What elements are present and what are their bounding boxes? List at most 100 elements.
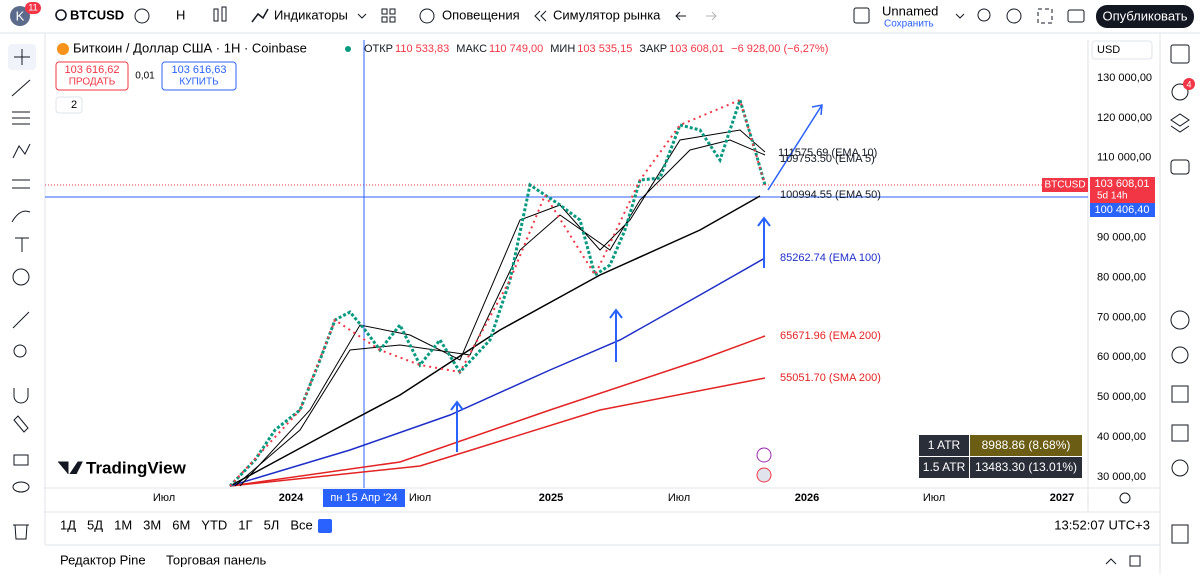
range-button[interactable]: 6М [172, 517, 190, 532]
range-button[interactable]: YTD [201, 517, 227, 532]
candle-icon [221, 6, 227, 22]
atr-value: 8988.86 (8.68%) [982, 438, 1071, 452]
price-tick-label: 120 000,00 [1097, 112, 1152, 124]
time-tick-label: 2024 [279, 492, 304, 504]
notify-badge [1183, 78, 1195, 90]
price-tick-label: 50 000,00 [1097, 391, 1146, 403]
range-button[interactable]: Все [290, 517, 312, 532]
atr-value: 13483.30 (13.01%) [975, 460, 1077, 474]
alerts[interactable]: Оповещения [442, 7, 520, 22]
avatar-letter: K [16, 8, 25, 23]
currency-box[interactable] [1091, 40, 1153, 60]
price-tick-label: 60 000,00 [1097, 351, 1146, 363]
price-tick-label: 80 000,00 [1097, 271, 1146, 283]
symbol-tag-text: BTCUSD [1044, 180, 1085, 191]
coin-icon [57, 43, 69, 55]
last-tag [1090, 177, 1155, 203]
collapse-button[interactable] [55, 96, 83, 114]
layout-icon[interactable] [381, 8, 388, 15]
range-button[interactable]: 5Д [87, 517, 103, 532]
price-tick-label: 70 000,00 [1097, 311, 1146, 323]
ohlc-close-label: ЗАКР [639, 43, 667, 55]
fullscreen-icon[interactable] [1037, 8, 1053, 24]
legend-title: Биткоин / Доллар США · 1H · Coinbase [73, 40, 307, 55]
sell-label: ПРОДАТЬ [69, 77, 116, 88]
alert-icon [419, 8, 435, 24]
sell-button[interactable] [55, 61, 129, 91]
time-tick-label: Июл [668, 492, 690, 504]
ranges: 1Д 5Д 1М 3М 6М YTD 1Г 5Л Все [60, 517, 313, 532]
range-button[interactable]: 5Л [264, 517, 280, 532]
time-tick-label: 2026 [795, 492, 819, 504]
interval[interactable]: H [176, 7, 185, 22]
spread: 0,01 [135, 71, 155, 82]
crosshair-tag [1090, 203, 1155, 217]
atr-cell [919, 457, 969, 478]
time-tick-label: 2027 [1050, 492, 1074, 504]
badge-text: 11 [28, 2, 37, 12]
layout-icon [389, 8, 396, 15]
indicator-label: 111575.69 (EMA 10) [778, 147, 877, 159]
date-range-icon[interactable] [318, 519, 332, 533]
ohlc-close: 103 608,01 [669, 43, 724, 55]
indicator-label: 100994.55 (EMA 50) [780, 189, 881, 201]
zoom-icon[interactable] [977, 8, 991, 22]
flag-icon [756, 467, 772, 483]
range-button[interactable]: 1М [114, 517, 132, 532]
layout-name[interactable]: Unnamed [882, 3, 938, 18]
logo-mark [58, 461, 83, 475]
indicator-label: 55051.70 (SMA 200) [780, 372, 881, 384]
symbol-tag [1042, 178, 1088, 192]
status-dot [345, 46, 351, 52]
price-candles-red [229, 98, 766, 487]
layout-box [853, 7, 870, 24]
settings-icon[interactable] [1006, 8, 1022, 24]
avatar[interactable] [10, 6, 30, 26]
undo[interactable] [675, 11, 686, 21]
ohlc-open-label: ОТКР [364, 43, 393, 55]
currency: USD [1097, 44, 1120, 56]
indicator-label: 65671.96 (EMA 200) [780, 330, 881, 342]
buy-button[interactable] [161, 61, 237, 91]
ohlc-open: 110 533,83 [395, 43, 449, 55]
axis-settings[interactable] [1119, 492, 1131, 504]
crosshair-date: пн 15 Апр '24 [330, 492, 397, 504]
bottom-tab[interactable]: Торговая панель [166, 552, 267, 567]
price-tick-label: 110 000,00 [1097, 152, 1151, 164]
camera-icon[interactable] [1067, 9, 1085, 23]
replay[interactable]: Симулятор рынка [553, 7, 661, 22]
save[interactable]: Сохранить [884, 19, 934, 30]
ohlc-high: 110 749,00 [489, 43, 543, 55]
atr-label: 1 ATR [928, 438, 961, 452]
candle-icon[interactable] [213, 8, 219, 22]
chevron [955, 13, 965, 19]
redo[interactable] [706, 11, 717, 21]
publish: Опубликовать [1102, 8, 1187, 23]
clock: 13:52:07 UTC+3 [1054, 517, 1150, 532]
ohlc: ОТКР 110 533,83 МАКС 110 749,00 МИН 103 535,1… [364, 43, 828, 55]
price-tick-label: 130 000,00 [1097, 72, 1152, 84]
ohlc-change: −6 928,00 (−6,27%) [731, 43, 828, 55]
collapse-count: 2 [71, 99, 77, 111]
symbol[interactable]: BTCUSD [70, 7, 124, 22]
bottom-tab[interactable]: Редактор Pine [60, 552, 146, 567]
crosshair-date-tag [323, 489, 405, 507]
range-button[interactable]: 1Д [60, 517, 76, 532]
panel-controls[interactable] [1105, 555, 1141, 567]
right-sidebar [1170, 44, 1190, 544]
range-button[interactable]: 1Г [238, 517, 252, 532]
buy-price: 103 616,63 [171, 64, 226, 76]
indicators[interactable]: Индикаторы [274, 7, 348, 22]
indicator-icon [251, 8, 269, 23]
last-price: 103 608,01 [1094, 178, 1149, 190]
indicator-lines [229, 129, 766, 487]
price-tick-label: 40 000,00 [1097, 431, 1146, 443]
badge [25, 2, 41, 14]
publish-button[interactable] [1096, 5, 1194, 28]
time-tick-label: Июл [409, 492, 431, 504]
atr-cell [970, 435, 1082, 456]
add-icon[interactable] [134, 8, 150, 24]
range-button[interactable]: 3М [143, 517, 161, 532]
